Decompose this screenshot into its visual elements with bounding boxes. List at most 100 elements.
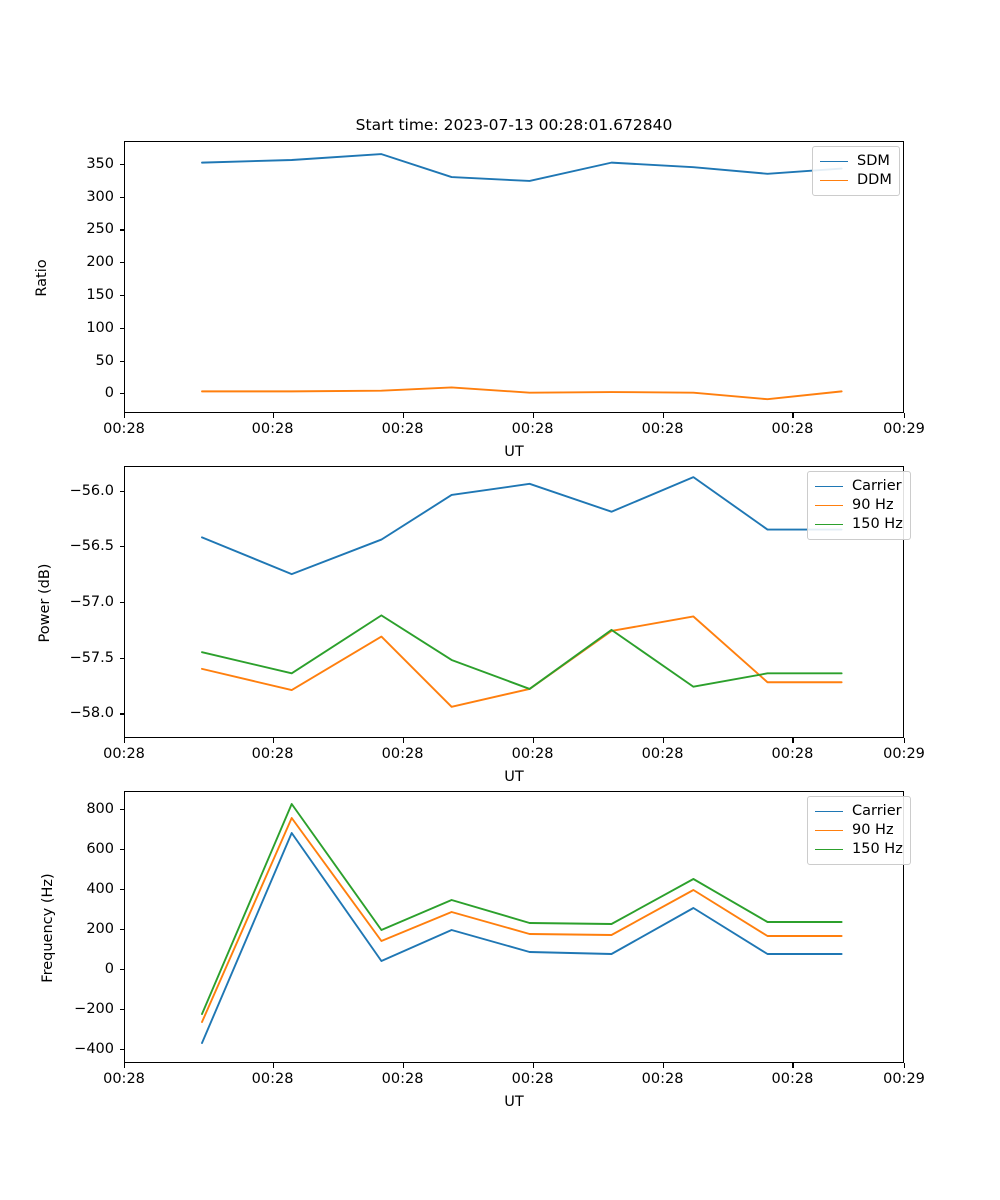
x-tick-label: 00:29 <box>883 746 925 762</box>
y-tick-label: 250 <box>86 221 114 238</box>
y-tick-mark <box>119 602 124 604</box>
legend-entry: DDM <box>820 171 892 190</box>
power-x-axis-label: UT <box>504 769 524 785</box>
x-tick-mark <box>532 738 534 743</box>
x-tick-label: 00:28 <box>381 746 424 762</box>
y-tick-mark <box>119 713 124 715</box>
y-tick-mark <box>119 849 124 851</box>
x-tick-mark <box>792 738 794 743</box>
x-tick-label: 00:28 <box>381 1071 424 1087</box>
x-tick-label: 00:28 <box>771 746 814 762</box>
y-tick-label: 200 <box>86 921 114 937</box>
frequency-axes-frame <box>124 791 904 1063</box>
x-tick-mark <box>402 413 404 418</box>
x-tick-label: 00:28 <box>771 1071 814 1087</box>
legend-entry: Carrier <box>815 477 903 496</box>
y-tick-label: 400 <box>86 881 114 897</box>
x-tick-label: 00:29 <box>883 421 925 437</box>
y-tick-mark <box>119 809 124 811</box>
ratio-axes-frame <box>124 141 904 413</box>
y-tick-label: 800 <box>86 801 114 817</box>
legend-swatch-icon <box>820 180 848 181</box>
ratio-legend: SDM DDM <box>812 146 900 196</box>
legend-entry: 150 Hz <box>815 840 903 859</box>
legend-entry: 90 Hz <box>815 496 903 515</box>
y-tick-label: −400 <box>74 1041 114 1057</box>
y-tick-label: −57.5 <box>69 649 114 666</box>
y-tick-mark <box>119 929 124 931</box>
x-tick-mark <box>124 413 126 418</box>
y-tick-mark <box>119 657 124 659</box>
legend-label: SDM <box>857 153 890 169</box>
power-legend: Carrier 90 Hz 150 Hz <box>807 471 911 540</box>
series-line-sdm <box>201 153 843 182</box>
x-tick-mark <box>662 1063 664 1068</box>
x-tick-mark <box>402 1063 404 1068</box>
frequency-legend: Carrier 90 Hz 150 Hz <box>807 796 911 865</box>
y-tick-label: 600 <box>86 841 114 857</box>
x-tick-mark <box>124 738 126 743</box>
y-tick-label: −200 <box>74 1001 114 1017</box>
y-tick-mark <box>119 196 124 198</box>
y-tick-mark <box>119 969 124 971</box>
x-tick-label: 00:28 <box>771 421 814 437</box>
y-tick-label: 300 <box>86 188 114 205</box>
series-line-carrier <box>201 832 843 1044</box>
x-tick-label: 00:28 <box>511 1071 554 1087</box>
y-tick-label: 150 <box>86 287 114 304</box>
y-tick-mark <box>119 262 124 264</box>
legend-label: DDM <box>857 172 892 188</box>
y-tick-label: 0 <box>104 961 114 977</box>
x-tick-label: 00:28 <box>641 421 684 437</box>
series-line-carrier <box>201 476 843 576</box>
x-tick-label: 00:28 <box>381 421 424 437</box>
y-tick-mark <box>119 327 124 329</box>
series-line-150-hz <box>201 803 843 1015</box>
x-tick-mark <box>272 1063 274 1068</box>
x-tick-label: 00:28 <box>251 421 294 437</box>
x-tick-mark <box>662 413 664 418</box>
x-tick-label: 00:28 <box>251 1071 294 1087</box>
x-tick-label: 00:28 <box>511 421 554 437</box>
x-tick-label: 00:28 <box>511 746 554 762</box>
y-tick-label: −58.0 <box>69 705 114 722</box>
legend-label: 90 Hz <box>852 822 894 838</box>
figure-title: Start time: 2023-07-13 00:28:01.672840 <box>355 116 673 134</box>
legend-label: 150 Hz <box>852 841 903 857</box>
legend-swatch-icon <box>815 849 843 850</box>
legend-swatch-icon <box>815 505 843 506</box>
x-tick-mark <box>532 413 534 418</box>
x-tick-mark <box>272 738 274 743</box>
x-tick-mark <box>662 738 664 743</box>
series-line-ddm <box>201 386 843 401</box>
y-tick-mark <box>119 163 124 166</box>
x-tick-label: 00:28 <box>103 421 145 437</box>
x-tick-label: 00:28 <box>251 746 294 762</box>
y-tick-label: −56.5 <box>69 538 114 555</box>
x-tick-mark <box>792 1063 794 1068</box>
y-tick-label: 50 <box>95 352 114 369</box>
y-tick-mark <box>119 393 124 395</box>
y-tick-mark <box>119 295 124 297</box>
legend-swatch-icon <box>820 161 848 162</box>
y-tick-label: −56.0 <box>69 482 114 499</box>
y-tick-label: −57.0 <box>69 594 114 610</box>
x-tick-mark <box>532 1063 534 1068</box>
x-tick-label: 00:28 <box>103 746 145 762</box>
x-tick-mark <box>792 413 794 418</box>
y-tick-mark <box>119 360 124 362</box>
legend-label: Carrier <box>852 803 902 819</box>
x-tick-mark <box>904 1063 906 1068</box>
legend-swatch-icon <box>815 524 843 525</box>
series-line-150-hz <box>201 614 843 690</box>
legend-label: 150 Hz <box>852 516 903 532</box>
legend-entry: 150 Hz <box>815 515 903 534</box>
y-tick-mark <box>119 1009 124 1011</box>
x-tick-mark <box>124 1063 126 1068</box>
y-tick-mark <box>119 1049 124 1051</box>
series-line-90-hz <box>201 817 843 1023</box>
